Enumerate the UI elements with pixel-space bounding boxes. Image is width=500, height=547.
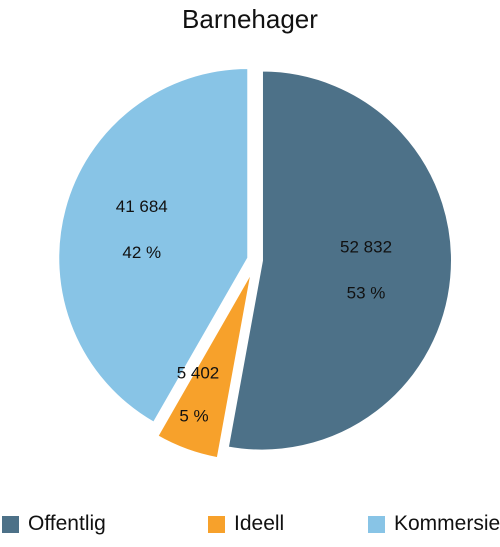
legend-swatch-ideell: [208, 515, 225, 533]
data-label-percent-ideell: 5 %: [179, 406, 208, 425]
data-label-percent-kommersiell: 42 %: [122, 243, 161, 262]
data-label-value-ideell: 5 402: [177, 363, 220, 382]
legend-label-ideell: Ideell: [234, 512, 285, 535]
legend-item-kommersiell: Kommersiell: [368, 512, 500, 536]
pie-slice-kommersiell: [57, 66, 250, 425]
legend: Offentlig Ideell Kommersiell: [0, 512, 500, 542]
legend-swatch-offentlig: [2, 515, 19, 533]
data-label-value-kommersiell: 41 684: [116, 197, 168, 216]
legend-label-offentlig: Offentlig: [28, 512, 106, 535]
legend-item-ideell: Ideell: [208, 512, 284, 536]
pie-slice-offentlig: [226, 69, 453, 452]
pie-slice-ideell: [156, 270, 253, 460]
pie-labels: 52 832 53 % 5 402 5 % 41 684 42 %: [116, 197, 392, 425]
legend-item-offentlig: Offentlig: [2, 512, 106, 536]
legend-label-kommersiell: Kommersiell: [394, 512, 500, 535]
pie-slices: [57, 66, 453, 460]
chart-title: Barnehager: [182, 4, 318, 34]
data-label-value-offentlig: 52 832: [340, 237, 392, 256]
data-label-percent-offentlig: 53 %: [347, 283, 386, 302]
pie-chart: 52 832 53 % 5 402 5 % 41 684 42 %: [57, 66, 453, 460]
legend-swatch-kommersiell: [368, 515, 385, 533]
